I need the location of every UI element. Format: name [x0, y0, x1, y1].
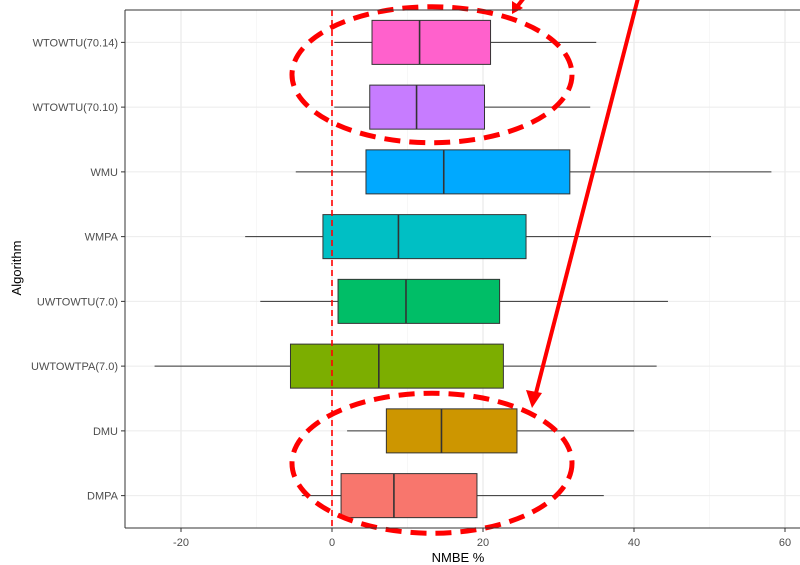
- y-tick-label: UWTOWTPA(7.0): [31, 361, 118, 373]
- iqr-box: [322, 214, 527, 260]
- box-layer: [154, 10, 772, 528]
- x-tick-label: 20: [477, 537, 489, 549]
- x-tick-label: 40: [628, 537, 640, 549]
- iqr-box: [340, 473, 478, 519]
- y-tick-label: WMPA: [85, 232, 119, 244]
- box-DMU: [347, 408, 634, 454]
- iqr-box: [369, 84, 486, 130]
- y-tick-label: WMU: [91, 167, 119, 179]
- y-tick-label: WTOWTU(70.10): [33, 102, 118, 114]
- y-tick-label: DMU: [93, 426, 118, 438]
- highlight-ellipse-top: [289, 4, 575, 146]
- box-WMPA: [245, 214, 712, 260]
- iqr-box: [385, 408, 518, 454]
- y-tick-label: DMPA: [87, 491, 119, 503]
- annotation-layer: [289, 0, 640, 536]
- iqr-box: [289, 343, 504, 389]
- iqr-box: [337, 278, 501, 324]
- box-UWTOWTPA(7.0): [154, 343, 657, 389]
- x-tick-label: 60: [779, 537, 791, 549]
- box-WTOWTU(70.10): [334, 84, 591, 130]
- y-axis-title: Algorithm: [9, 241, 24, 296]
- box-UWTOWTU(7.0): [260, 278, 668, 324]
- box-DMPA: [301, 473, 604, 519]
- highlight-ellipse-bottom: [289, 390, 575, 536]
- box-WTOWTU(70.14): [334, 19, 597, 65]
- axes: -20 0 20 40 60 DMPA DMU UWTOWTPA(7.0) UWTOWTU(7.…: [31, 9, 800, 549]
- iqr-box: [365, 149, 571, 195]
- y-tick-label: UWTOWTU(7.0): [37, 296, 118, 308]
- arrow-top-head: [512, 1, 523, 14]
- iqr-box: [371, 19, 492, 65]
- x-tick-label: -20: [173, 537, 189, 549]
- box-WMU: [295, 149, 772, 195]
- y-tick-label: WTOWTU(70.14): [33, 37, 118, 49]
- x-tick-label: 0: [329, 537, 335, 549]
- arrow-bottom-head: [526, 390, 542, 408]
- x-axis-title: NMBE %: [432, 550, 485, 565]
- arrow-bottom-shaft: [534, 0, 640, 394]
